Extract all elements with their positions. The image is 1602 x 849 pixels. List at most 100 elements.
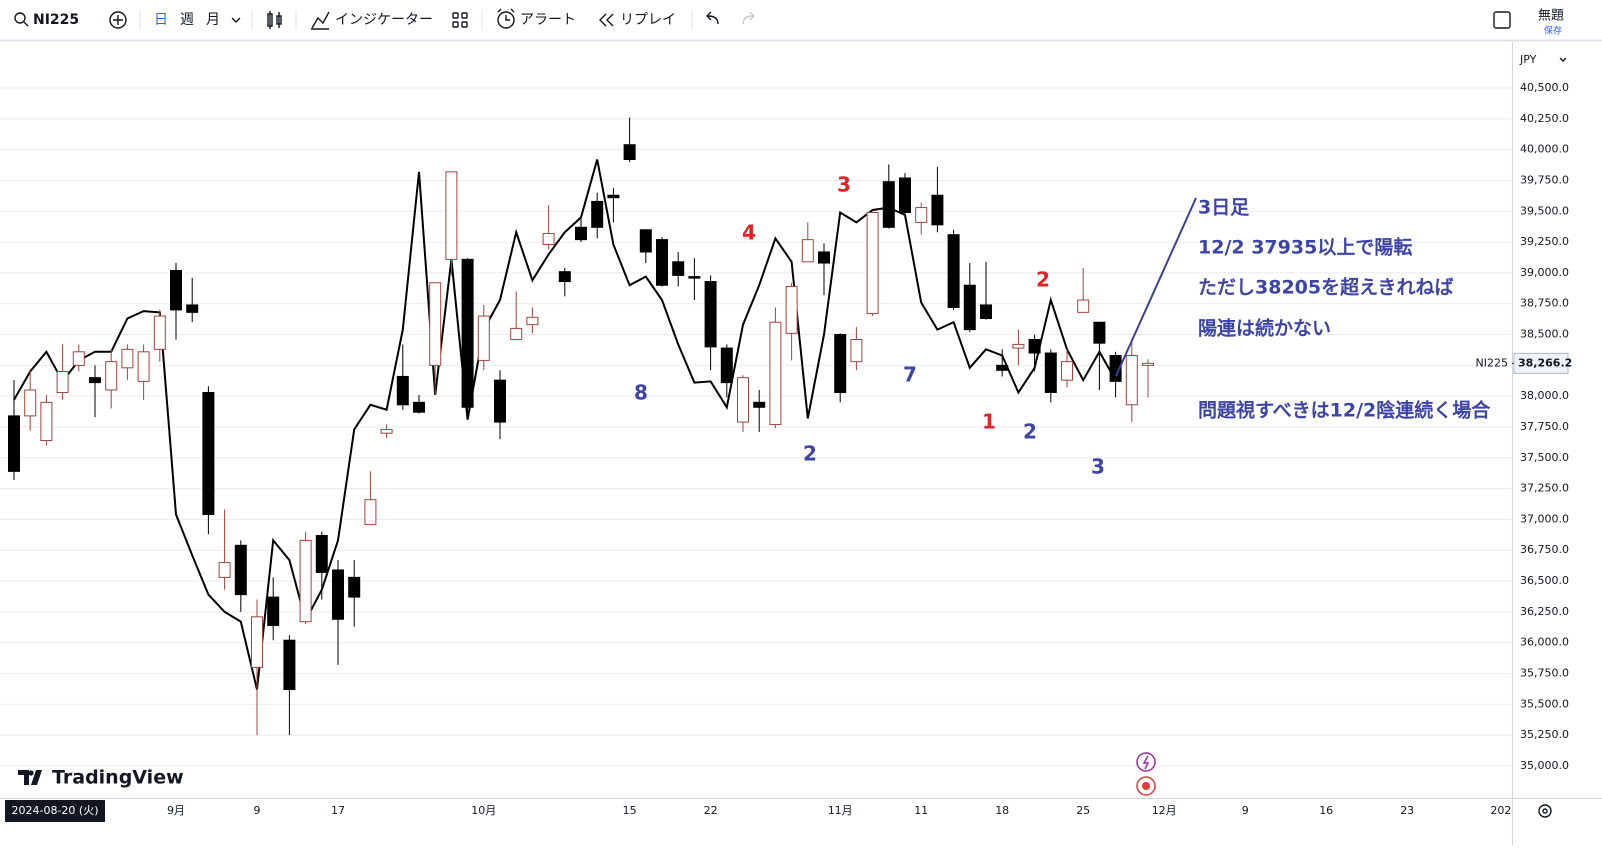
alert-button[interactable]: アラート bbox=[497, 8, 576, 29]
candle-body bbox=[542, 232, 555, 246]
candle-body bbox=[445, 171, 458, 260]
candle-body bbox=[591, 200, 604, 228]
alert-label: アラート bbox=[520, 12, 576, 28]
annotation: 8 bbox=[634, 381, 648, 405]
close-line bbox=[13, 159, 1117, 690]
price-scale-bg bbox=[1512, 42, 1602, 845]
y-tick-label: 39,250.0 bbox=[1520, 235, 1569, 248]
x-tick-label: 11 bbox=[914, 804, 928, 817]
y-tick-label: 39,750.0 bbox=[1520, 173, 1569, 186]
annotation: 2 bbox=[1036, 268, 1050, 292]
candle-body bbox=[218, 562, 231, 578]
price-scale: JPY 35,000.0 35,250.0 35,500.0 35,750.0 36,0… bbox=[1512, 42, 1602, 845]
candle-body bbox=[348, 576, 361, 598]
y-tick-label: 37,000.0 bbox=[1520, 512, 1569, 525]
candle-body bbox=[494, 379, 506, 423]
y-tick-label: 35,250.0 bbox=[1520, 728, 1569, 741]
candle-body bbox=[396, 375, 409, 406]
candle-body bbox=[672, 261, 685, 276]
last-price-label: 38,266.2 bbox=[1518, 356, 1572, 369]
indicators-label: インジケーター bbox=[335, 12, 433, 28]
candle-body bbox=[283, 639, 296, 691]
save-button[interactable]: 保存 bbox=[1544, 25, 1562, 37]
y-tick-label: 37,750.0 bbox=[1520, 420, 1569, 433]
x-tick-label: 9 bbox=[254, 804, 261, 817]
candle-body bbox=[364, 499, 377, 525]
currency[interactable]: JPY bbox=[1519, 53, 1537, 66]
x-tick-label: 16 bbox=[1319, 804, 1333, 817]
symbol-search[interactable]: NI225 bbox=[14, 12, 79, 28]
chart-icons[interactable] bbox=[1136, 752, 1156, 796]
y-tick-label: 35,000.0 bbox=[1520, 759, 1569, 772]
interval-button[interactable]: 日 bbox=[154, 12, 168, 28]
y-tick-label: 40,500.0 bbox=[1520, 81, 1569, 94]
annotation: 2 bbox=[1023, 420, 1037, 444]
logo-icon bbox=[18, 770, 42, 785]
interval-dropdown[interactable] bbox=[231, 17, 241, 23]
candle-body bbox=[623, 144, 636, 161]
x-tick-label: 9 bbox=[1242, 804, 1249, 817]
logo: TradingView bbox=[18, 767, 184, 789]
templates-button[interactable] bbox=[452, 12, 468, 28]
candle-body bbox=[380, 428, 393, 434]
candle-body bbox=[1012, 343, 1025, 349]
replay-label: リプレイ bbox=[620, 12, 676, 28]
candle-body bbox=[121, 348, 134, 369]
interval-button[interactable]: 週 bbox=[180, 12, 194, 28]
y-tick-label: 40,000.0 bbox=[1520, 143, 1569, 156]
y-tick-label: 38,750.0 bbox=[1520, 297, 1569, 310]
last-price-box bbox=[1513, 352, 1569, 374]
candle-body bbox=[477, 315, 490, 361]
candle-body bbox=[153, 315, 166, 350]
interval-button[interactable]: 月 bbox=[206, 12, 220, 28]
replay-button[interactable]: リプレイ bbox=[599, 12, 676, 28]
candle-body bbox=[575, 226, 587, 241]
candle-body bbox=[558, 271, 571, 283]
candle-body bbox=[963, 284, 976, 331]
candle-body bbox=[915, 207, 928, 223]
undo-button[interactable] bbox=[706, 11, 719, 25]
candle-body bbox=[688, 276, 701, 279]
indicators-button[interactable]: インジケーター bbox=[311, 11, 433, 30]
symbol-label: NI225 bbox=[1476, 356, 1508, 369]
candle-body bbox=[769, 321, 782, 426]
annotations: 3 4 2 1 8 2 7 2 3 3日足 12/2 37935以上で陽転ただし38205を超えきれ… bbox=[634, 173, 1491, 479]
layout-button[interactable] bbox=[1493, 11, 1511, 29]
candle-body bbox=[1093, 321, 1106, 344]
candle-body bbox=[170, 269, 182, 311]
candle-body bbox=[704, 281, 717, 348]
candle-body bbox=[1125, 354, 1138, 406]
candle-body bbox=[526, 316, 539, 326]
settings-button[interactable] bbox=[1538, 804, 1552, 818]
note-text: 12/2 37935以上で陽転 bbox=[1198, 237, 1412, 259]
redo-button[interactable] bbox=[742, 11, 755, 25]
crosshair-date: 2024-08-20 (火) bbox=[5, 800, 105, 822]
symbol: NI225 bbox=[33, 12, 79, 28]
candle-body bbox=[24, 389, 37, 417]
candle-body bbox=[720, 347, 733, 384]
y-tick-label: 36,250.0 bbox=[1520, 605, 1569, 618]
candle-body bbox=[996, 364, 1009, 371]
plot-area: 9月 9 17 10月 15 22 11月 11 18 25 12月 9 16 23 2025 bbox=[0, 87, 1512, 817]
candle-body bbox=[40, 401, 53, 442]
candle-body bbox=[818, 251, 830, 264]
note-text: ただし38205を超えきれねば bbox=[1198, 276, 1454, 299]
candle-body bbox=[89, 377, 101, 384]
add-symbol[interactable] bbox=[109, 11, 127, 29]
logo-text: TradingView bbox=[52, 767, 184, 789]
candle-body bbox=[1109, 354, 1122, 382]
search-icon bbox=[23, 21, 29, 27]
candle-body bbox=[607, 194, 620, 199]
x-tick-label: 12月 bbox=[1152, 804, 1177, 817]
note-text: 問題視すべきは12/2陰連続く場合 bbox=[1198, 399, 1491, 422]
y-tick-label: 39,500.0 bbox=[1520, 204, 1569, 217]
annotation: 1 bbox=[982, 410, 996, 434]
note-text: 3日足 bbox=[1198, 197, 1250, 219]
chart-type-button[interactable] bbox=[267, 11, 282, 29]
layout-title[interactable]: 無題 bbox=[1538, 9, 1564, 24]
crosshair-date-bg bbox=[5, 800, 105, 822]
currency-dropdown[interactable] bbox=[1559, 57, 1567, 62]
x-tick-label: 17 bbox=[331, 804, 345, 817]
candle-body bbox=[234, 544, 247, 596]
